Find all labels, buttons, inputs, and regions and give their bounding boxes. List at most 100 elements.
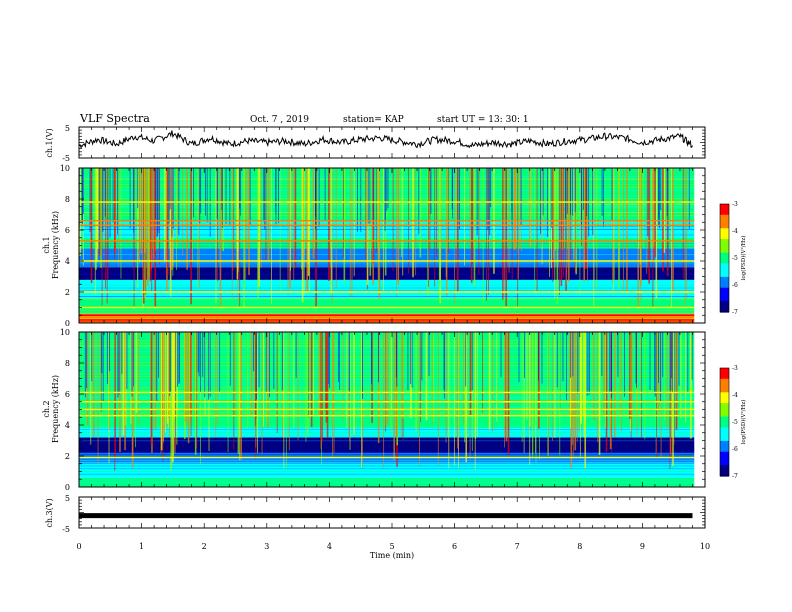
colorbar-cell: [720, 244, 729, 248]
colorbar-cell: [720, 381, 729, 385]
colorbar-cell: [720, 217, 729, 221]
colorbar-frame: [719, 367, 730, 477]
x-tick-label: 3: [264, 542, 269, 551]
colorbar-tick-label: -6: [732, 446, 738, 453]
x-tick-label: 2: [202, 542, 207, 551]
y-tick-label: 6: [65, 390, 70, 399]
colorbar-cell: [720, 470, 729, 474]
colorbar-frame: [719, 203, 730, 313]
colorbar-cell: [720, 408, 729, 412]
colorbar-tick-label: -5: [732, 255, 738, 262]
colorbar-cell: [720, 413, 729, 418]
colorbar-tick-label: -7: [732, 309, 738, 316]
colorbar-cell: [720, 424, 729, 428]
colorbar-cell: [720, 400, 729, 404]
colorbar-cell: [720, 255, 729, 259]
colorbar-cell: [720, 467, 729, 472]
colorbar-cell: [720, 438, 729, 442]
waveform-trace: [78, 130, 693, 149]
colorbar-cell: [720, 440, 729, 445]
colorbar-label: log(PSD)(V²/Hz): [740, 400, 747, 445]
colorbar-cell: [720, 279, 729, 283]
x-tick-label: 0: [76, 542, 81, 551]
colorbar-cell: [720, 228, 729, 232]
colorbar-cell: [720, 473, 729, 477]
ch3-ytick-bottom: -5: [62, 525, 70, 534]
y-tick-label: 8: [65, 359, 70, 368]
ch1-colorbar: -3 -4 -5 -6 -7 log(PSD)(V²/Hz): [719, 201, 747, 316]
x-tick-label: 4: [327, 542, 332, 551]
colorbar-cell: [720, 268, 729, 273]
y-tick-label: 10: [60, 328, 70, 337]
spectrogram-band: [79, 298, 695, 314]
colorbar-cell: [720, 403, 729, 407]
colorbar-cell: [720, 225, 729, 229]
colorbar-tick-label: -6: [732, 282, 738, 289]
colorbar-tick-label: -7: [732, 473, 738, 480]
colorbar-cell: [720, 295, 729, 300]
ch1-channel-label: ch.1Frequency (kHz): [42, 211, 60, 279]
colorbar-cell: [720, 430, 729, 434]
colorbar-cell: [720, 252, 729, 256]
colorbar-tick-label: -4: [732, 392, 738, 399]
colorbar-cell: [720, 449, 729, 453]
colorbar-cell: [720, 282, 729, 286]
y-tick-label: 2: [65, 288, 70, 297]
x-tick-label: 1: [139, 542, 144, 551]
ch2-channel-label: ch.2Frequency (kHz): [42, 375, 60, 443]
colorbar-cell: [720, 276, 729, 281]
colorbar-cell: [720, 301, 729, 305]
colorbar-cell: [720, 411, 729, 415]
colorbar-cell: [720, 258, 729, 262]
ch3-waveform-panel: 5 -5 ch.3(V): [45, 494, 706, 534]
colorbar-cell: [720, 373, 729, 377]
colorbar-cell: [720, 204, 729, 208]
colorbar-cell: [720, 416, 729, 420]
ch2-spectrogram-panel: 0 2 4 6 8 10 ch.2Frequency (kHz) -3 -4 -5 -6 -7 lo…: [42, 328, 747, 492]
y-tick-label: 0: [65, 319, 70, 328]
colorbar-cell: [720, 459, 729, 464]
colorbar-tick-label: -5: [732, 419, 738, 426]
y-tick-label: 2: [65, 452, 70, 461]
y-tick-label: 0: [65, 483, 70, 492]
colorbar-cell: [720, 263, 729, 267]
colorbar-cell: [720, 222, 729, 227]
colorbar-cell: [720, 395, 729, 399]
colorbar-cell: [720, 271, 729, 275]
colorbar-cell: [720, 435, 729, 439]
y-tick-label: 6: [65, 226, 70, 235]
colorbar-cell: [720, 368, 729, 372]
colorbar-cell: [720, 384, 729, 388]
ch1-ylabel: ch.1(V): [45, 128, 54, 157]
x-tick-label: 10: [700, 542, 710, 551]
date-label: Oct. 7 , 2019: [250, 115, 309, 125]
colorbar-cell: [720, 285, 729, 289]
colorbar-cell: [720, 220, 729, 224]
colorbar-cell: [720, 454, 729, 458]
colorbar-cell: [720, 209, 729, 213]
start-time-label: start UT = 13: 30: 1: [437, 115, 529, 125]
ch1-ytick-top: 5: [65, 124, 70, 133]
ch3-ytick-top: 5: [65, 494, 70, 503]
colorbar-cell: [720, 397, 729, 401]
colorbar-cell: [720, 427, 729, 431]
colorbar-label: log(PSD)(V²/Hz): [740, 236, 747, 281]
colorbar-cell: [720, 236, 729, 240]
colorbar-cell: [720, 451, 729, 455]
ch1-spectrogram-panel: 0 2 4 6 8 10 ch.1Frequency (kHz) -3 -4 -5 -6 -7 lo…: [42, 164, 747, 328]
colorbar-cell: [720, 462, 729, 466]
colorbar-cell: [720, 266, 729, 270]
ch1-waveform-panel: 5 -5 ch.1(V): [45, 124, 706, 163]
colorbar-cell: [720, 443, 729, 447]
colorbar-tick-label: -3: [732, 201, 738, 208]
colorbar-cell: [720, 370, 729, 374]
colorbar-cell: [720, 422, 729, 426]
colorbar-cell: [720, 298, 729, 302]
colorbar-cell: [720, 389, 729, 393]
colorbar-cell: [720, 419, 729, 423]
colorbar-cell: [720, 247, 729, 251]
colorbar-cell: [720, 233, 729, 237]
colorbar-cell: [720, 274, 729, 278]
colorbar-cell: [720, 386, 729, 391]
